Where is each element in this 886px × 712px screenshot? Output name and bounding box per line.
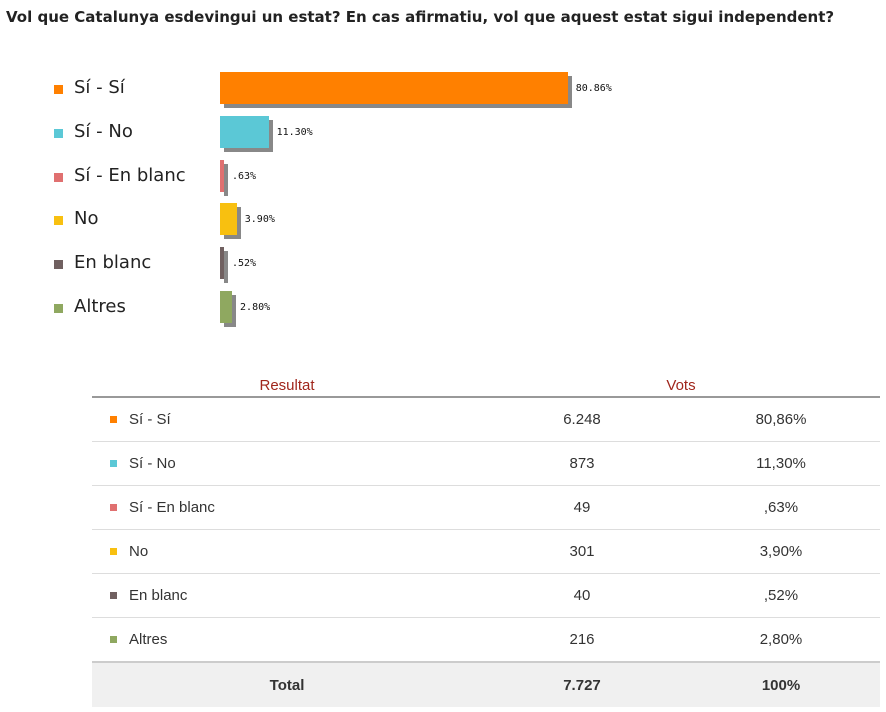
chart-row: Sí - Sí 80.86% xyxy=(0,72,886,108)
table-row: Sí - En blanc 49 ,63% xyxy=(92,485,880,530)
bar xyxy=(220,72,568,104)
table-row: En blanc 40 ,52% xyxy=(92,573,880,618)
result-label: Sí - No xyxy=(129,455,176,472)
bar xyxy=(220,247,224,280)
bar-value-label: .52% xyxy=(232,258,257,270)
table-row: Sí - Sí 6.248 80,86% xyxy=(92,397,880,442)
color-square xyxy=(110,635,117,643)
legend-swatch xyxy=(54,128,63,138)
color-square xyxy=(110,503,117,511)
question-title: Vol que Catalunya esdevingui un estat? E… xyxy=(6,8,835,26)
legend-label: Sí - No xyxy=(74,120,133,142)
bar xyxy=(220,203,237,236)
bar-value-label: .63% xyxy=(232,170,257,182)
bar xyxy=(220,159,224,192)
color-square xyxy=(110,547,117,555)
result-label: No xyxy=(129,543,149,560)
legend-swatch xyxy=(54,260,63,270)
votes-cell: 301 xyxy=(482,529,682,574)
legend-swatch xyxy=(54,85,63,94)
percent-cell: ,63% xyxy=(682,485,880,530)
result-label: En blanc xyxy=(129,587,188,604)
result-label: Sí - Sí xyxy=(129,411,171,428)
legend-label: No xyxy=(74,208,99,230)
bar xyxy=(220,115,269,148)
table-header-row: Resultat Vots xyxy=(92,374,880,398)
legend-swatch xyxy=(54,172,63,182)
results-table: Resultat Vots Sí - Sí 6.248 80,86% Sí - … xyxy=(92,374,880,707)
legend-swatch xyxy=(54,216,63,226)
percent-cell: ,52% xyxy=(682,573,880,618)
header-votes: Vots xyxy=(482,374,880,398)
legend-label: Sí - Sí xyxy=(74,77,125,98)
result-cell: En blanc xyxy=(92,573,482,618)
chart-row: No 3.90% xyxy=(0,203,886,240)
bar-value-label: 11.30% xyxy=(276,126,313,138)
table-row: Sí - No 873 11,30% xyxy=(92,441,880,486)
chart-row: Altres 2.80% xyxy=(0,291,886,327)
table-row: No 301 3,90% xyxy=(92,529,880,574)
bar-value-label: 3.90% xyxy=(244,214,275,226)
total-percent: 100% xyxy=(682,661,880,707)
bar xyxy=(220,291,233,323)
legend-swatch xyxy=(54,304,63,313)
total-label: Total xyxy=(92,661,482,707)
total-votes: 7.727 xyxy=(482,661,682,707)
chart-row: Sí - En blanc .63% xyxy=(0,159,886,196)
percent-cell: 80,86% xyxy=(682,397,880,442)
result-cell: Sí - Sí xyxy=(92,397,482,442)
bar-shadow xyxy=(224,251,228,284)
chart-row: Sí - No 11.30% xyxy=(0,115,886,152)
votes-cell: 873 xyxy=(482,441,682,486)
result-cell: Sí - No xyxy=(92,441,482,486)
chart-row: En blanc .52% xyxy=(0,247,886,284)
percent-cell: 11,30% xyxy=(682,441,880,486)
color-square xyxy=(110,591,117,599)
legend-label: Sí - En blanc xyxy=(74,164,186,186)
votes-cell: 40 xyxy=(482,573,682,618)
votes-cell: 216 xyxy=(482,617,682,663)
result-cell: Sí - En blanc xyxy=(92,485,482,530)
result-label: Sí - En blanc xyxy=(129,499,215,516)
total-row: Total 7.727 100% xyxy=(92,661,880,707)
bar-value-label: 80.86% xyxy=(575,83,612,94)
percent-cell: 3,90% xyxy=(682,529,880,574)
legend-label: En blanc xyxy=(74,252,152,274)
result-label: Altres xyxy=(129,631,168,648)
votes-cell: 6.248 xyxy=(482,397,682,442)
color-square xyxy=(110,459,117,467)
votes-cell: 49 xyxy=(482,485,682,530)
color-square xyxy=(110,415,117,423)
result-cell: Altres xyxy=(92,617,482,663)
legend-label: Altres xyxy=(74,296,126,317)
header-result: Resultat xyxy=(92,374,482,398)
table-row: Altres 216 2,80% xyxy=(92,617,880,663)
percent-cell: 2,80% xyxy=(682,617,880,663)
bar-value-label: 2.80% xyxy=(240,302,271,313)
bar-shadow xyxy=(224,163,228,196)
result-cell: No xyxy=(92,529,482,574)
